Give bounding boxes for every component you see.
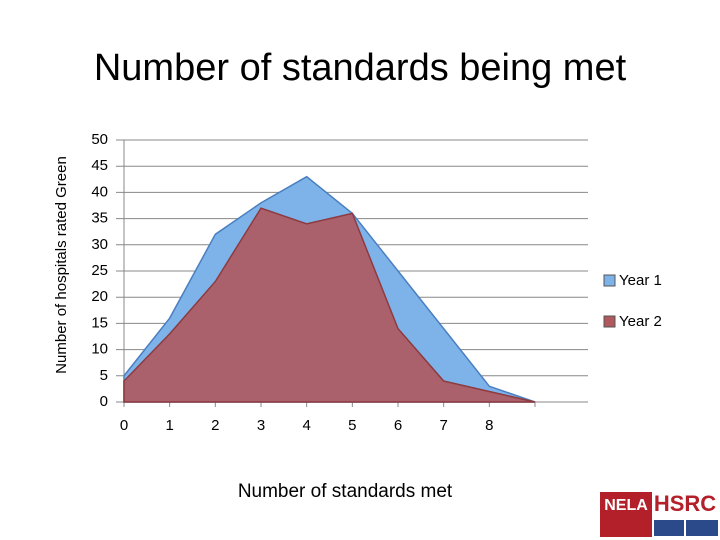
legend-swatch (603, 274, 616, 287)
x-tick-label: 6 (394, 417, 402, 434)
area (123, 207, 536, 403)
chart-title: Number of standards being met (94, 47, 627, 89)
y-tick-label: 5 (100, 367, 108, 384)
y-tick-label: 30 (91, 236, 108, 253)
legend-label: Year 2 (619, 313, 662, 330)
logo: NELA HSRC (600, 491, 718, 537)
x-axis-title: Number of standards met (238, 481, 453, 502)
x-tick-label: 1 (165, 417, 173, 434)
legend-swatch (603, 315, 616, 328)
y-axis-title: Number of hospitals rated Green (53, 156, 70, 374)
x-tick-label: 2 (211, 417, 219, 434)
y-tick-label: 40 (91, 183, 108, 200)
x-tick-label: 0 (120, 417, 128, 434)
y-tick-label: 10 (91, 341, 108, 358)
logo-text: HSRC (654, 491, 716, 516)
logo-box (600, 492, 652, 537)
legend-label: Year 1 (619, 272, 662, 289)
logo-text: NELA (604, 497, 648, 514)
y-tick-label: 50 (91, 131, 108, 148)
y-tick-label: 15 (91, 314, 108, 331)
x-tick-label: 5 (348, 417, 356, 434)
x-tick-label: 7 (439, 417, 447, 434)
y-tick-label: 25 (91, 262, 108, 279)
y-tick-label: 0 (100, 393, 108, 410)
x-tick-label: 8 (485, 417, 493, 434)
x-tick-label: 4 (302, 417, 310, 434)
x-tick-label: 3 (257, 417, 265, 434)
y-tick-label: 35 (91, 210, 108, 227)
y-tick-label: 45 (91, 157, 108, 174)
logo-box (654, 520, 684, 536)
logo-box (686, 520, 718, 536)
y-tick-label: 20 (91, 288, 108, 305)
